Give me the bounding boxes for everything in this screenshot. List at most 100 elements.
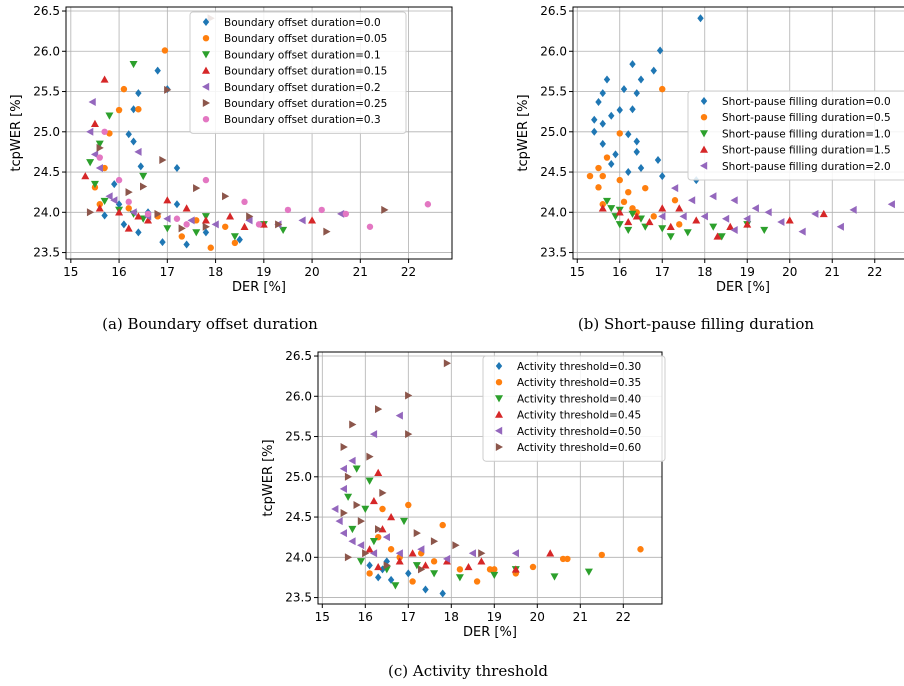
data-point bbox=[115, 176, 123, 184]
x-tick-label: 15 bbox=[570, 265, 585, 279]
legend: Boundary offset duration=0.0 Boundary off… bbox=[189, 11, 407, 134]
data-point bbox=[490, 571, 499, 580]
data-point bbox=[700, 212, 708, 221]
data-point bbox=[86, 159, 95, 167]
data-point bbox=[86, 127, 94, 136]
data-point bbox=[629, 60, 636, 69]
legend-entry: Activity threshold=0.40 bbox=[517, 393, 641, 405]
data-point bbox=[357, 558, 365, 566]
legend-entry: Activity threshold=0.45 bbox=[517, 410, 641, 422]
legend-entry: Boundary offset duration=0.1 bbox=[224, 49, 381, 61]
data-point bbox=[154, 66, 161, 75]
data-point bbox=[603, 154, 611, 161]
data-point bbox=[381, 205, 389, 214]
data-point bbox=[629, 105, 636, 114]
data-point bbox=[478, 549, 486, 558]
data-point bbox=[418, 565, 426, 574]
data-point bbox=[110, 196, 118, 205]
data-point bbox=[650, 213, 657, 220]
data-point bbox=[86, 208, 95, 217]
data-point bbox=[413, 529, 421, 538]
data-point bbox=[125, 130, 132, 139]
legend: Activity threshold=0.30 Activity threshol… bbox=[482, 355, 666, 462]
data-point bbox=[173, 164, 181, 173]
y-tick-label: 26.5 bbox=[285, 349, 312, 363]
data-point bbox=[159, 155, 167, 164]
data-point bbox=[637, 164, 645, 173]
data-point bbox=[90, 180, 99, 189]
data-point bbox=[717, 233, 726, 241]
legend-entry: Activity threshold=0.60 bbox=[517, 442, 641, 454]
data-point bbox=[764, 208, 772, 217]
x-tick-label: 21 bbox=[573, 610, 588, 624]
data-point bbox=[365, 477, 374, 485]
legend-entry: Short-pause filling duration=2.0 bbox=[722, 161, 891, 173]
x-tick-label: 17 bbox=[160, 265, 175, 279]
data-point bbox=[342, 210, 350, 218]
data-point bbox=[284, 206, 292, 214]
data-point bbox=[164, 85, 172, 94]
data-point bbox=[236, 235, 243, 244]
x-tick-label: 16 bbox=[111, 265, 126, 279]
y-tick-label: 24.5 bbox=[285, 510, 312, 524]
legend-marker bbox=[495, 395, 503, 403]
data-point bbox=[246, 212, 254, 221]
data-point bbox=[529, 563, 537, 571]
data-point bbox=[352, 465, 361, 473]
x-tick-label: 22 bbox=[867, 265, 882, 279]
data-point bbox=[599, 139, 606, 148]
data-point bbox=[178, 233, 185, 240]
data-point bbox=[637, 75, 645, 84]
data-point bbox=[452, 541, 460, 550]
data-point bbox=[348, 525, 357, 534]
data-point bbox=[615, 221, 624, 229]
data-point bbox=[369, 538, 378, 546]
data-point bbox=[679, 212, 687, 221]
data-point bbox=[193, 184, 201, 193]
data-point bbox=[134, 147, 142, 156]
legend-box bbox=[189, 11, 407, 134]
data-point bbox=[125, 205, 132, 212]
data-point bbox=[676, 221, 683, 228]
data-point bbox=[308, 216, 317, 224]
data-point bbox=[124, 224, 133, 232]
data-point bbox=[666, 222, 675, 230]
x-tick-label: 16 bbox=[612, 265, 627, 279]
data-point bbox=[240, 222, 249, 230]
legend-marker bbox=[202, 18, 210, 26]
plot-frame bbox=[317, 351, 663, 605]
data-point bbox=[144, 210, 152, 218]
data-point bbox=[409, 578, 416, 585]
data-point bbox=[395, 411, 403, 420]
y-tick-label: 26.5 bbox=[540, 4, 567, 18]
data-point bbox=[255, 221, 263, 228]
data-point bbox=[178, 224, 186, 233]
data-point bbox=[340, 443, 348, 452]
data-point bbox=[375, 525, 383, 534]
data-point bbox=[395, 549, 403, 558]
x-axis-label: DER [%] bbox=[232, 280, 286, 295]
legend-box bbox=[687, 90, 904, 181]
data-point bbox=[671, 184, 679, 193]
data-point bbox=[369, 549, 378, 558]
y-tick-label: 26.5 bbox=[33, 4, 60, 18]
data-point bbox=[182, 204, 191, 212]
data-point bbox=[192, 229, 201, 237]
data-point bbox=[658, 212, 666, 221]
data-points bbox=[81, 14, 432, 251]
data-point bbox=[430, 558, 438, 565]
data-point bbox=[633, 209, 640, 216]
data-point bbox=[443, 554, 451, 563]
data-point bbox=[379, 505, 386, 513]
data-point bbox=[645, 217, 654, 226]
data-point bbox=[120, 220, 128, 229]
data-point bbox=[405, 501, 412, 509]
data-point bbox=[348, 456, 356, 465]
data-point bbox=[135, 228, 142, 237]
data-point bbox=[90, 119, 99, 127]
y-tick-label: 26.0 bbox=[33, 44, 60, 58]
data-point bbox=[95, 140, 104, 148]
data-point bbox=[129, 208, 137, 217]
data-point bbox=[491, 566, 498, 573]
data-point bbox=[100, 197, 109, 206]
